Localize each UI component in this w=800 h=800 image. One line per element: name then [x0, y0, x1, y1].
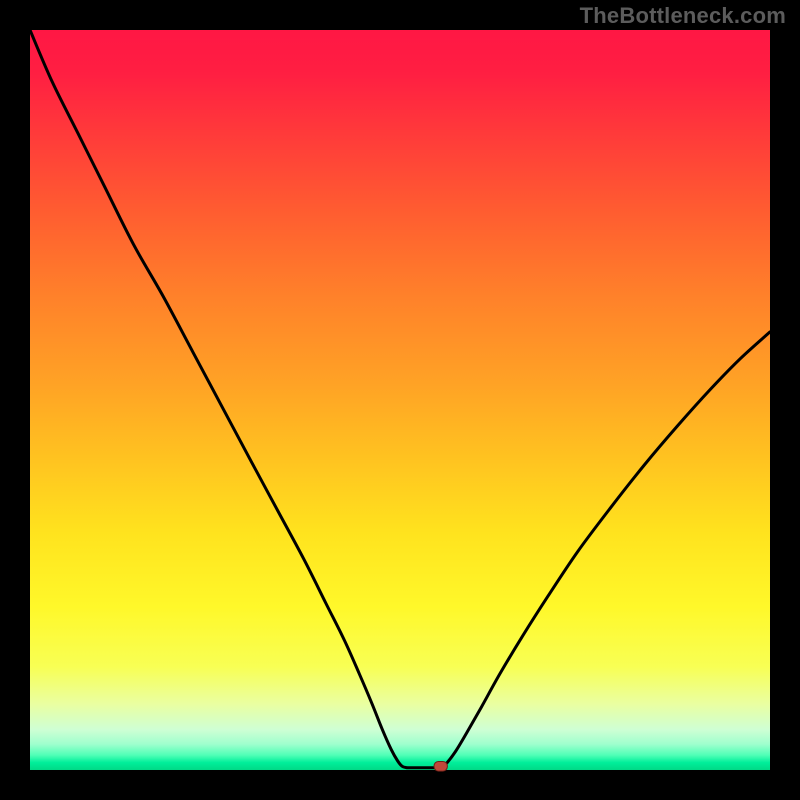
bottleneck-chart	[0, 0, 800, 800]
chart-stage: TheBottleneck.com	[0, 0, 800, 800]
watermark-text: TheBottleneck.com	[580, 3, 786, 29]
gradient-plot-area	[30, 30, 770, 770]
optimum-marker	[434, 761, 447, 771]
